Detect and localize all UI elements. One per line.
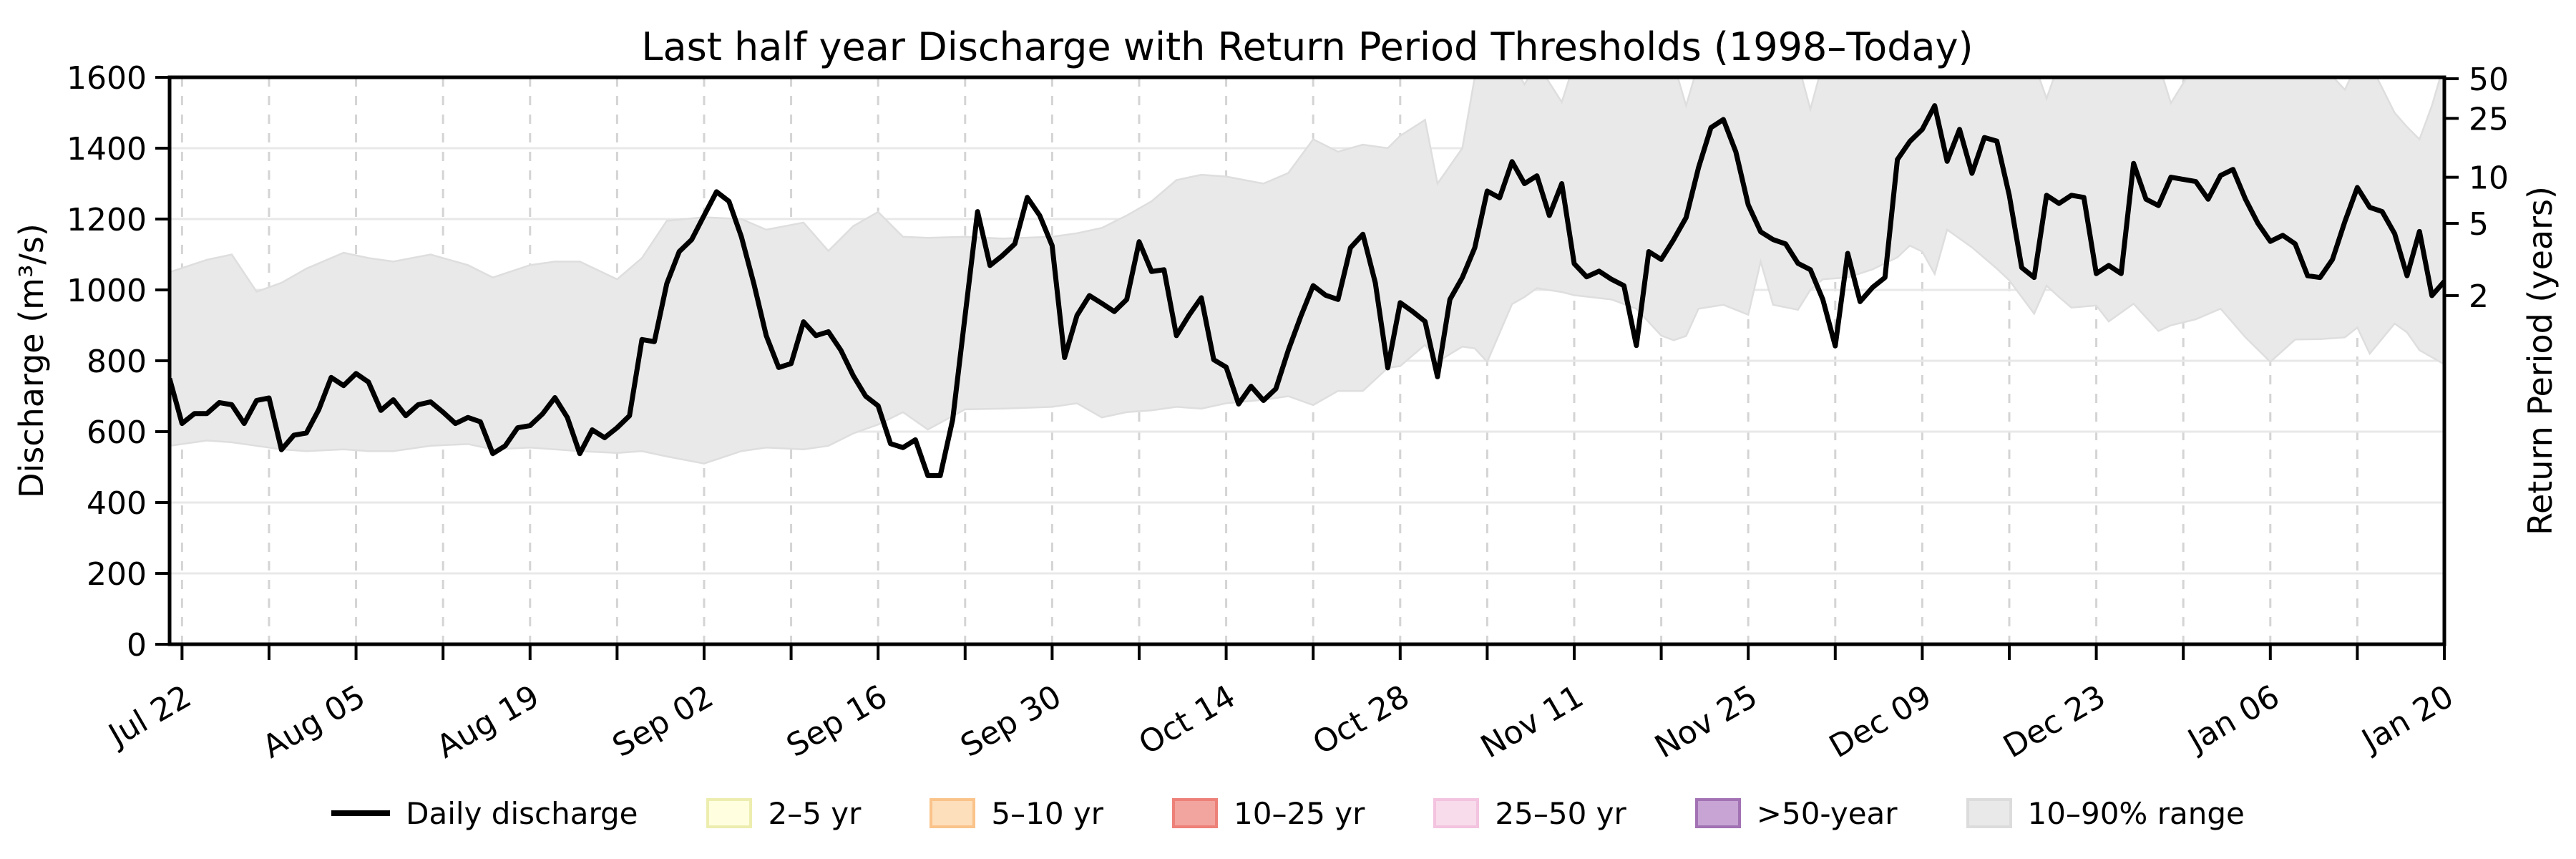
legend-item: 10–90% range xyxy=(1966,796,2245,831)
y-tick-label: 400 xyxy=(87,485,147,522)
legend-box-swatch xyxy=(1172,798,1219,828)
legend-label: 5–10 yr xyxy=(991,795,1104,831)
x-tick-labels: Jul 22 Aug 05 Aug 19 Sep 02 Sep 16 Sep 30 Oct … xyxy=(101,678,2459,765)
x-tick-label: Jan 20 xyxy=(2354,678,2459,760)
y-tick-label: 1000 xyxy=(67,273,147,309)
chart-title: Last half year Discharge with Return Per… xyxy=(641,24,1973,69)
y-tick-label: 1400 xyxy=(67,131,147,168)
x-tick-label: Nov 11 xyxy=(1475,678,1589,765)
legend-item: 10–25 yr xyxy=(1172,796,1365,831)
x-tick-label: Sep 30 xyxy=(955,678,1068,765)
return-period-tick-label: 25 xyxy=(2469,101,2509,137)
left-axis-label: Discharge (m³/s) xyxy=(12,223,51,498)
legend-item: 5–10 yr xyxy=(930,796,1103,831)
x-tick-label: Aug 19 xyxy=(431,678,546,765)
x-tick-label: Nov 25 xyxy=(1649,678,1763,765)
x-tick-label: Oct 28 xyxy=(1307,678,1415,762)
y-tick-label: 1200 xyxy=(67,202,147,238)
x-tick-label: Jan 06 xyxy=(2180,678,2285,760)
legend-box-swatch xyxy=(1433,798,1480,828)
legend-item: Daily discharge xyxy=(331,796,638,831)
legend-label: >50-year xyxy=(1756,795,1898,831)
axis-ticks xyxy=(155,76,2459,660)
legend-label: 25–50 yr xyxy=(1495,795,1626,831)
legend-line-swatch xyxy=(331,810,391,816)
legend-label: 10–90% range xyxy=(2027,795,2245,831)
y-tick-label: 0 xyxy=(127,627,147,664)
legend-box-swatch xyxy=(1694,798,1741,828)
y-tick-label: 600 xyxy=(87,414,147,451)
return-period-tick-label: 5 xyxy=(2469,206,2489,243)
legend-box-swatch xyxy=(1966,798,2012,828)
x-tick-label: Aug 05 xyxy=(257,678,372,765)
x-tick-label: Dec 09 xyxy=(1823,678,1938,765)
x-tick-label: Dec 23 xyxy=(1997,678,2112,765)
x-tick-label: Sep 02 xyxy=(607,678,720,765)
legend-item: >50-year xyxy=(1694,795,1898,831)
legend: Daily discharge 2–5 yr 5–10 yr 10–25 yr 25–5… xyxy=(0,785,2576,842)
y-tick-label: 1600 xyxy=(67,60,147,97)
legend-item: 2–5 yr xyxy=(706,796,861,831)
return-period-tick-label: 10 xyxy=(2469,160,2509,197)
return-period-tick-label: 50 xyxy=(2469,62,2509,98)
right-axis-label: Return Period (years) xyxy=(2521,186,2560,535)
y-tick-label: 800 xyxy=(87,344,147,380)
legend-box-swatch xyxy=(930,798,976,828)
x-tick-label: Sep 16 xyxy=(781,678,894,765)
x-tick-label: Jul 22 xyxy=(101,678,197,754)
return-period-tick-label: 2 xyxy=(2469,278,2489,315)
x-tick-label: Oct 14 xyxy=(1133,678,1241,762)
legend-box-swatch xyxy=(706,798,753,828)
daily-discharge-line xyxy=(170,103,2444,478)
y-tick-label: 200 xyxy=(87,556,147,593)
legend-label: 2–5 yr xyxy=(768,795,862,831)
legend-label: 10–25 yr xyxy=(1234,795,1365,831)
y-tick-labels: 0 200 400 600 800 1000 1200 1400 1600 xyxy=(67,60,147,664)
legend-label: Daily discharge xyxy=(406,795,638,831)
band-10-90-range xyxy=(170,77,2444,465)
legend-item: 25–50 yr xyxy=(1433,796,1626,831)
